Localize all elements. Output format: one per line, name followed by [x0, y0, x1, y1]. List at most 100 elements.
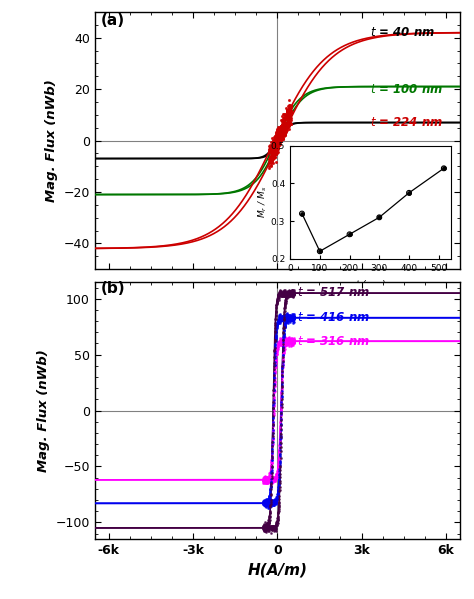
Point	[260, 476, 267, 486]
Point	[261, 524, 269, 534]
Point	[261, 500, 269, 510]
Point	[281, 340, 289, 350]
Point	[270, 404, 277, 413]
Point	[289, 314, 297, 324]
Point	[272, 334, 280, 344]
Point	[269, 150, 277, 159]
Point	[280, 347, 288, 357]
Point	[269, 159, 277, 168]
Point	[283, 338, 291, 348]
Point	[260, 523, 268, 533]
Point	[276, 292, 284, 301]
Point	[284, 108, 292, 117]
Point	[276, 338, 284, 347]
Point	[272, 367, 279, 376]
Point	[290, 285, 297, 295]
Point	[288, 335, 296, 344]
Point	[280, 132, 287, 141]
Point	[288, 340, 295, 349]
Point	[280, 313, 288, 322]
Point	[276, 460, 283, 470]
Point	[275, 491, 283, 501]
Point	[281, 288, 288, 298]
Point	[283, 290, 291, 300]
Point	[288, 286, 295, 295]
Point	[265, 495, 273, 505]
Point	[283, 311, 291, 321]
Point	[272, 129, 280, 139]
Point	[280, 348, 287, 358]
Point	[273, 468, 281, 478]
Point	[270, 138, 277, 147]
Point	[263, 477, 270, 486]
Point	[270, 386, 277, 395]
Point	[283, 108, 291, 117]
Point	[287, 291, 294, 301]
Point	[280, 337, 288, 347]
Point	[273, 518, 281, 528]
Point	[272, 497, 280, 507]
Point	[282, 289, 290, 298]
Point	[277, 134, 285, 144]
Point	[263, 499, 270, 509]
Point	[277, 132, 284, 142]
Point	[271, 524, 279, 534]
Point	[288, 285, 295, 295]
Point	[273, 471, 281, 481]
Point	[266, 501, 274, 510]
Point	[289, 338, 296, 348]
Point	[279, 355, 287, 365]
Point	[290, 313, 298, 322]
Point	[275, 289, 283, 298]
Point	[279, 126, 287, 136]
Point	[264, 499, 272, 509]
Point	[275, 498, 283, 507]
Point	[284, 119, 292, 129]
Point	[285, 314, 292, 323]
Point	[289, 316, 297, 326]
Point	[283, 120, 291, 130]
Point	[278, 315, 285, 325]
Point	[267, 142, 275, 152]
Point	[287, 101, 295, 110]
Point	[285, 291, 293, 300]
Point	[262, 498, 270, 507]
Point	[290, 288, 297, 298]
Point	[280, 114, 288, 124]
Point	[278, 409, 285, 418]
Point	[267, 528, 274, 538]
Point	[270, 143, 278, 152]
Point	[282, 294, 290, 304]
Point	[268, 500, 275, 509]
Point	[276, 123, 283, 133]
Point	[275, 340, 283, 349]
Point	[284, 339, 292, 349]
Point	[270, 524, 277, 534]
Point	[264, 497, 272, 506]
Point	[276, 311, 284, 321]
Point	[271, 476, 279, 486]
Point	[269, 420, 277, 429]
Point	[266, 524, 274, 533]
Point	[270, 500, 277, 509]
Point	[269, 137, 276, 146]
Point	[272, 363, 279, 373]
Point	[275, 289, 283, 298]
Point	[278, 399, 285, 409]
Point	[278, 314, 285, 323]
Point	[277, 434, 284, 444]
Point	[280, 286, 288, 296]
Point	[263, 524, 270, 533]
Point	[277, 289, 284, 299]
Point	[264, 495, 272, 505]
Point	[271, 143, 278, 152]
Point	[276, 127, 283, 137]
Point	[273, 492, 281, 502]
Point	[261, 525, 269, 534]
Point	[286, 105, 294, 114]
Point	[268, 458, 275, 467]
Point	[285, 337, 292, 346]
Point	[287, 335, 294, 345]
Point	[263, 474, 270, 484]
Point	[280, 316, 288, 325]
